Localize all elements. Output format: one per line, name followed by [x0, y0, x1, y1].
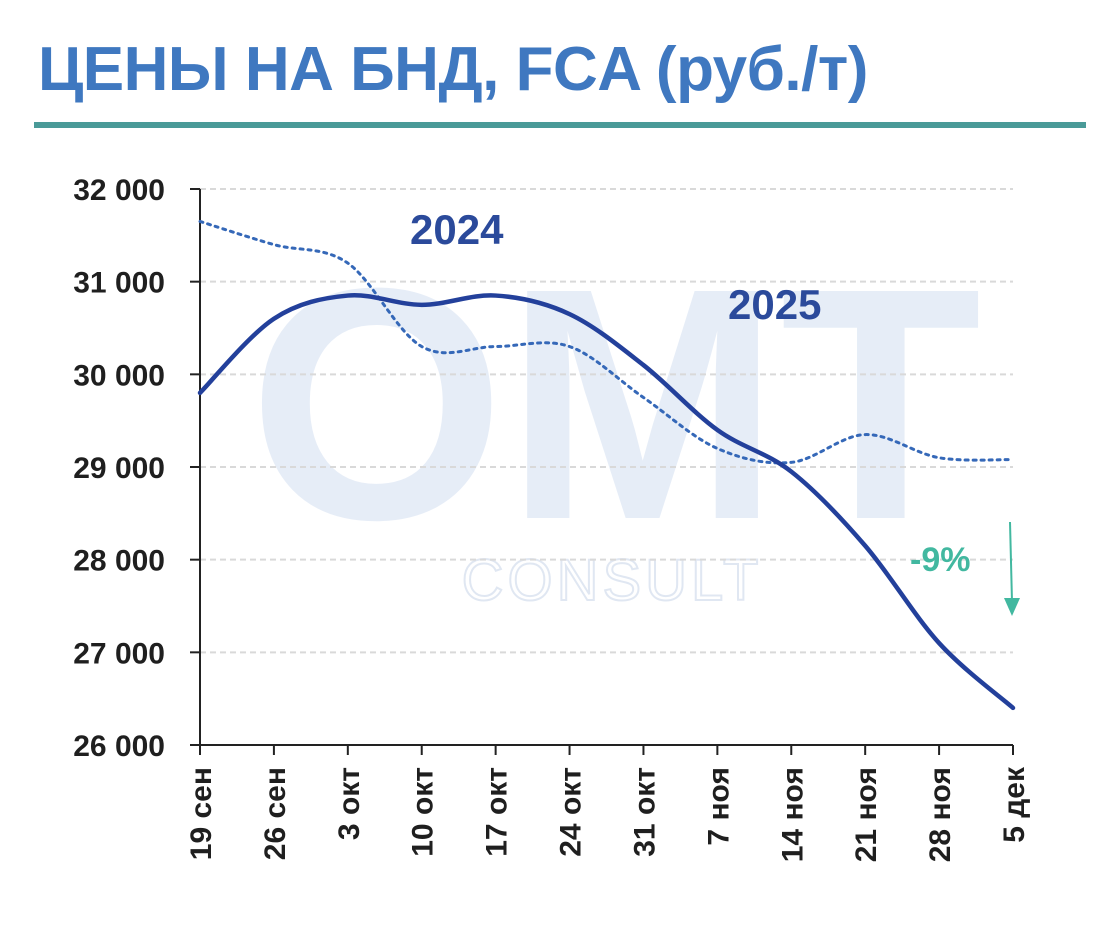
x-tick-label: 26 сен: [259, 767, 292, 860]
x-tick-labels: 19 сен 26 сен 3 окт 10 окт 17 окт 24 окт 31 ок…: [185, 766, 1031, 862]
series-label-2024: 2024: [410, 206, 504, 253]
x-tick-label: 7 ноя: [702, 767, 735, 846]
x-tick-label: 17 окт: [481, 767, 514, 857]
y-tick-labels: 26 000 27 000 28 000 29 000 30 000 31 000 32 0…: [73, 174, 165, 763]
watermark-logo-text: OMT: [248, 219, 981, 588]
x-tick-label: 3 окт: [333, 767, 366, 840]
title-rule: [34, 122, 1086, 128]
y-tick-label: 32 000: [73, 174, 165, 207]
axes: [190, 188, 1014, 755]
x-tick-label: 5 дек: [998, 766, 1031, 843]
y-tick-label: 31 000: [73, 267, 165, 300]
x-tick-label: 14 ноя: [776, 767, 809, 862]
series-lines: [197, 219, 1016, 711]
y-tick-label: 26 000: [73, 730, 165, 763]
change-annotation-label: -9%: [910, 541, 970, 579]
series-line-2025: [197, 293, 1016, 711]
x-tick-label: 24 окт: [555, 767, 588, 857]
series-line-2024: [198, 219, 1015, 465]
x-tick-label: 28 ноя: [924, 767, 957, 862]
x-tick-label: 21 ноя: [850, 767, 883, 862]
y-tick-label: 29 000: [73, 452, 165, 485]
y-tick-label: 30 000: [73, 359, 165, 392]
x-tick-label: 19 сен: [185, 767, 218, 860]
y-tick-label: 28 000: [73, 545, 165, 578]
chart-title: ЦЕНЫ НА БНД, FCA (руб./т): [38, 35, 868, 104]
x-tick-label: 31 окт: [628, 767, 661, 857]
gridlines: [200, 188, 1013, 654]
x-tick-label: 10 окт: [407, 767, 440, 857]
y-tick-label: 27 000: [73, 637, 165, 670]
watermark-consult-text: CONSULT: [462, 548, 763, 613]
change-arrow-icon: [1004, 521, 1020, 616]
series-label-2025: 2025: [728, 281, 821, 328]
watermark: OMT CONSULT: [248, 219, 981, 614]
